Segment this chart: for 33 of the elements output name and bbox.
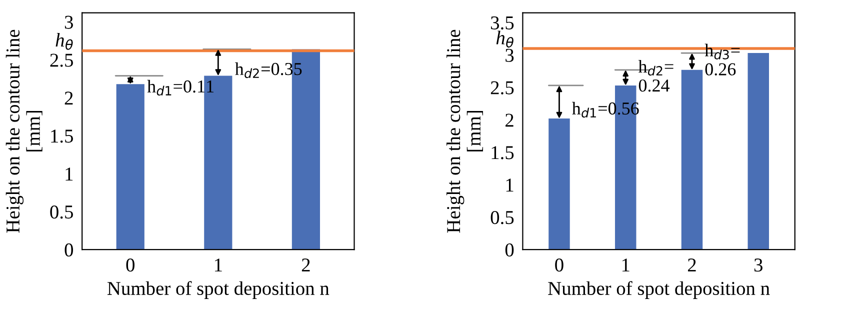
bar bbox=[681, 70, 703, 250]
bar bbox=[748, 53, 769, 250]
bar bbox=[548, 118, 570, 250]
y-tick-label: 0 bbox=[64, 243, 74, 257]
y-axis-title: Height on the contour line [mm] bbox=[6, 30, 42, 233]
ref-line-label: h$_{θ}$ bbox=[496, 30, 514, 48]
y-tick-label: 1.5 bbox=[492, 146, 514, 160]
x-tick-label: 3 bbox=[754, 258, 762, 272]
y-tick-label: 3.5 bbox=[491, 16, 514, 30]
x-tick-label: 0 bbox=[555, 258, 564, 272]
annotation: h$_{d2}$= 0.24 bbox=[638, 60, 674, 92]
y-tick-label: 2.5 bbox=[50, 54, 73, 67]
y-tick-label: 2.5 bbox=[490, 81, 514, 94]
x-tick-label: 2 bbox=[688, 258, 696, 272]
y-tick-label: 2 bbox=[64, 92, 73, 105]
y-tick-label: 1 bbox=[506, 178, 514, 192]
y-tick-label: 0.5 bbox=[50, 205, 73, 219]
x-tick-label: 0 bbox=[126, 258, 134, 272]
y-tick-label: 2 bbox=[506, 114, 514, 127]
x-tick-label: 1 bbox=[215, 258, 222, 272]
x-axis-title: Number of spot deposition n bbox=[548, 281, 770, 299]
y-tick-label: 3 bbox=[64, 16, 73, 29]
y-tick-label: 1.5 bbox=[51, 130, 73, 143]
y-tick-label: 0 bbox=[505, 243, 514, 257]
x-tick-label: 2 bbox=[302, 258, 310, 272]
y-tick-label: 0.5 bbox=[490, 210, 514, 224]
x-axis-title: Number of spot deposition n bbox=[107, 281, 330, 299]
bar bbox=[116, 84, 144, 250]
x-tick-label: 1 bbox=[622, 258, 630, 272]
ref-line-label: h$_{θ}$ bbox=[56, 32, 73, 50]
y-axis-title: Height on the contour line [mm] bbox=[446, 30, 483, 233]
y-tick-label: 1 bbox=[66, 168, 73, 180]
y-tick-label: 3 bbox=[506, 48, 514, 62]
